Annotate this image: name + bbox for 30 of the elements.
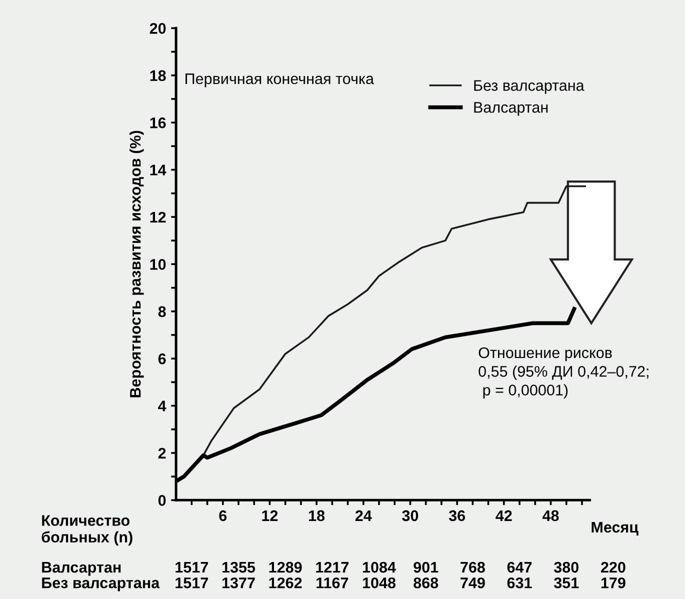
y-tick-label: 16 [150,117,166,128]
annotation: Отношение рисков 0,55 (95% ДИ 0,42–0,72; p = 0,00001) [478,347,648,399]
x-tick-label: 12 [262,510,278,521]
y-tick-label: 20 [150,23,166,34]
y-axis-title: Вероятность развития исходов (%) [130,130,144,398]
y-tick-label: 12 [150,212,166,222]
y-tick-label: 14 [150,164,166,176]
x-tick-label: 6 [219,510,227,522]
y-tick-label: 4 [158,400,166,412]
y-tick-label: 2 [158,448,166,458]
x-tick-label: 30 [402,510,418,522]
text: Валсартан [42,562,121,576]
y-tick-label: 6 [158,353,166,364]
text: Количество больных (n) [42,515,132,546]
annotation: Первичная конечная точка [186,74,374,88]
y-tick-label: 0 [158,495,166,506]
x-tick-label: 36 [448,510,466,522]
x-tick-label: 18 [309,510,325,522]
legend-label: Без валсартана [474,80,584,94]
y-tick-label: 18 [150,70,166,82]
text: 1517 1377 1262 1167 1048 868 749 631 351 179 [176,577,626,588]
x-tick-label: 24 [355,510,372,521]
x-axis-title: Месяц [592,522,638,536]
y-tick-label: 10 [150,259,166,270]
text: Без валсартана [42,578,160,592]
x-tick-label: 42 [496,510,512,521]
legend-label: Валсартан [474,102,548,116]
text: 1517 1355 1289 1217 1084 901 768 647 380 220 [176,562,626,573]
x-tick-label: 48 [542,510,559,522]
y-tick-label: 8 [158,306,166,318]
